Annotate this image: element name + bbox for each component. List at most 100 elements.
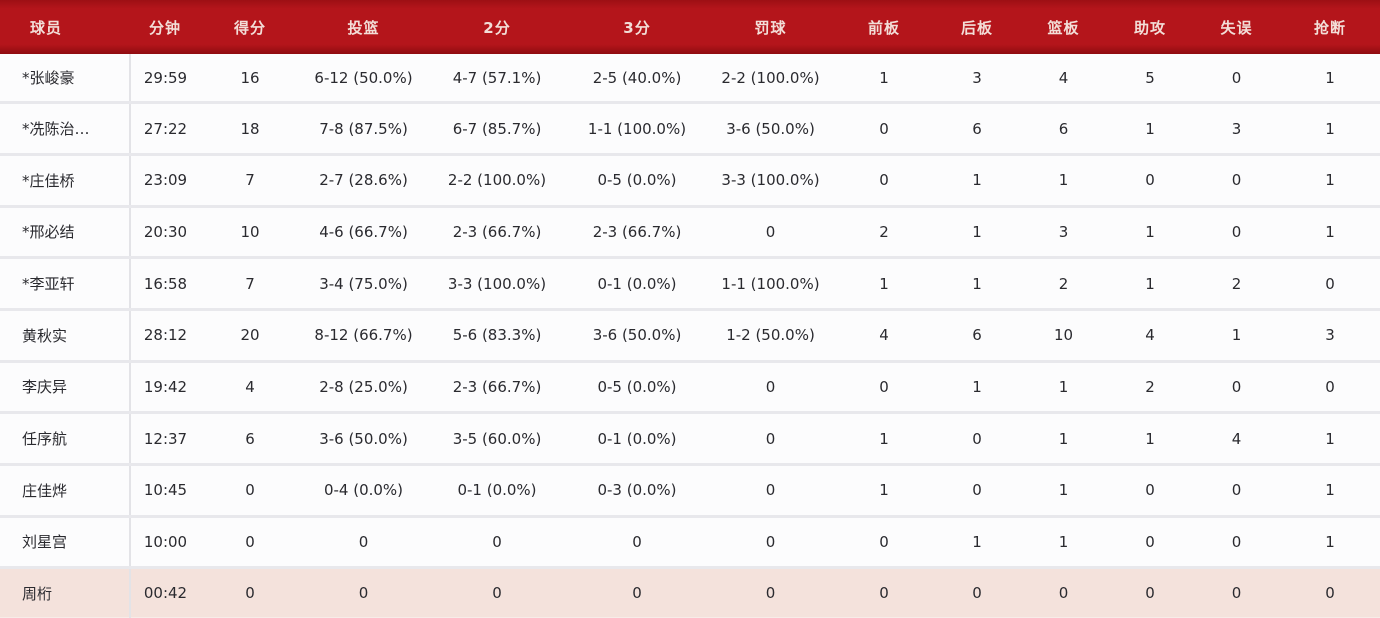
cell-reb: 1 [1020,154,1107,208]
cell-reb: 3 [1020,206,1107,260]
cell-points: 6 [200,412,300,466]
cell-two: 3-3 (100.0%) [427,257,567,311]
cell-player: *庄佳桥 [0,154,131,208]
cell-player: *张峻豪 [0,54,131,105]
column-header-to: 失误 [1193,0,1280,54]
cell-fg: 0-4 (0.0%) [300,464,427,518]
cell-two: 0 [427,567,567,618]
cell-stl: 1 [1280,54,1380,105]
cell-three: 0 [567,567,707,618]
cell-player: 任序航 [0,412,131,466]
table-body: *张峻豪 29:59 16 6-12 (50.0%) 4-7 (57.1%) 2-5 (4… [0,54,1380,618]
cell-stl: 1 [1280,464,1380,518]
table-header-row: 球员 分钟 得分 投篮 2分 3分 罚球 前板 后板 篮板 助攻 失误 抢断 [0,0,1380,54]
cell-dreb: 0 [934,412,1020,466]
cell-player: 庄佳烨 [0,464,131,518]
cell-ast: 0 [1107,464,1193,518]
cell-dreb: 3 [934,54,1020,105]
cell-ast: 1 [1107,206,1193,260]
cell-ast: 2 [1107,361,1193,415]
cell-reb: 6 [1020,102,1107,156]
cell-ft: 0 [707,464,834,518]
cell-stl: 0 [1280,257,1380,311]
cell-dreb: 1 [934,154,1020,208]
cell-oreb: 0 [834,102,934,156]
cell-points: 10 [200,206,300,260]
cell-stl: 3 [1280,309,1380,363]
cell-ast: 5 [1107,54,1193,105]
column-header-player: 球员 [0,0,130,54]
cell-three: 0-5 (0.0%) [567,154,707,208]
cell-points: 20 [200,309,300,363]
cell-minutes: 29:59 [130,54,200,105]
cell-player: 李庆异 [0,361,131,415]
cell-to: 1 [1193,309,1280,363]
cell-dreb: 6 [934,309,1020,363]
cell-player: 周桁 [0,567,131,618]
cell-fg: 4-6 (66.7%) [300,206,427,260]
cell-to: 0 [1193,464,1280,518]
cell-two: 0 [427,516,567,570]
cell-stl: 1 [1280,516,1380,570]
cell-to: 0 [1193,54,1280,105]
cell-ast: 0 [1107,567,1193,618]
cell-ft: 3-3 (100.0%) [707,154,834,208]
cell-player: 黄秋实 [0,309,131,363]
cell-ft: 2-2 (100.0%) [707,54,834,105]
cell-ast: 1 [1107,412,1193,466]
cell-dreb: 1 [934,257,1020,311]
cell-dreb: 1 [934,361,1020,415]
column-header-minutes: 分钟 [130,0,200,54]
cell-oreb: 1 [834,412,934,466]
cell-three: 2-3 (66.7%) [567,206,707,260]
table-row: 李庆异 19:42 4 2-8 (25.0%) 2-3 (66.7%) 0-5 (0.0%… [0,361,1380,415]
table-row: *庄佳桥 23:09 7 2-7 (28.6%) 2-2 (100.0%) 0-5 (0.… [0,154,1380,208]
cell-stl: 0 [1280,361,1380,415]
cell-three: 0-5 (0.0%) [567,361,707,415]
cell-ft: 1-1 (100.0%) [707,257,834,311]
cell-dreb: 1 [934,206,1020,260]
cell-ast: 0 [1107,154,1193,208]
cell-minutes: 10:00 [130,516,200,570]
cell-fg: 7-8 (87.5%) [300,102,427,156]
cell-three: 0 [567,516,707,570]
table-head: 球员 分钟 得分 投篮 2分 3分 罚球 前板 后板 篮板 助攻 失误 抢断 [0,0,1380,54]
cell-oreb: 1 [834,464,934,518]
cell-fg: 3-4 (75.0%) [300,257,427,311]
cell-oreb: 0 [834,516,934,570]
table-row: 刘星宫 10:00 0 0 0 0 0 0 1 1 0 0 1 [0,516,1380,570]
cell-ft: 0 [707,567,834,618]
cell-three: 3-6 (50.0%) [567,309,707,363]
cell-reb: 10 [1020,309,1107,363]
cell-reb: 2 [1020,257,1107,311]
cell-fg: 2-7 (28.6%) [300,154,427,208]
cell-fg: 2-8 (25.0%) [300,361,427,415]
cell-points: 0 [200,464,300,518]
cell-to: 0 [1193,154,1280,208]
cell-player: 刘星宫 [0,516,131,570]
cell-dreb: 1 [934,516,1020,570]
cell-oreb: 1 [834,257,934,311]
cell-points: 7 [200,257,300,311]
cell-two: 2-2 (100.0%) [427,154,567,208]
cell-stl: 1 [1280,206,1380,260]
cell-to: 0 [1193,567,1280,618]
cell-oreb: 2 [834,206,934,260]
cell-ft: 1-2 (50.0%) [707,309,834,363]
column-header-ft: 罚球 [707,0,834,54]
cell-oreb: 0 [834,567,934,618]
cell-two: 3-5 (60.0%) [427,412,567,466]
column-header-stl: 抢断 [1280,0,1380,54]
cell-oreb: 1 [834,54,934,105]
column-header-dreb: 后板 [934,0,1020,54]
cell-minutes: 00:42 [130,567,200,618]
cell-ft: 3-6 (50.0%) [707,102,834,156]
cell-ast: 1 [1107,102,1193,156]
cell-to: 4 [1193,412,1280,466]
cell-ast: 0 [1107,516,1193,570]
cell-stl: 1 [1280,154,1380,208]
cell-reb: 4 [1020,54,1107,105]
column-header-points: 得分 [200,0,300,54]
